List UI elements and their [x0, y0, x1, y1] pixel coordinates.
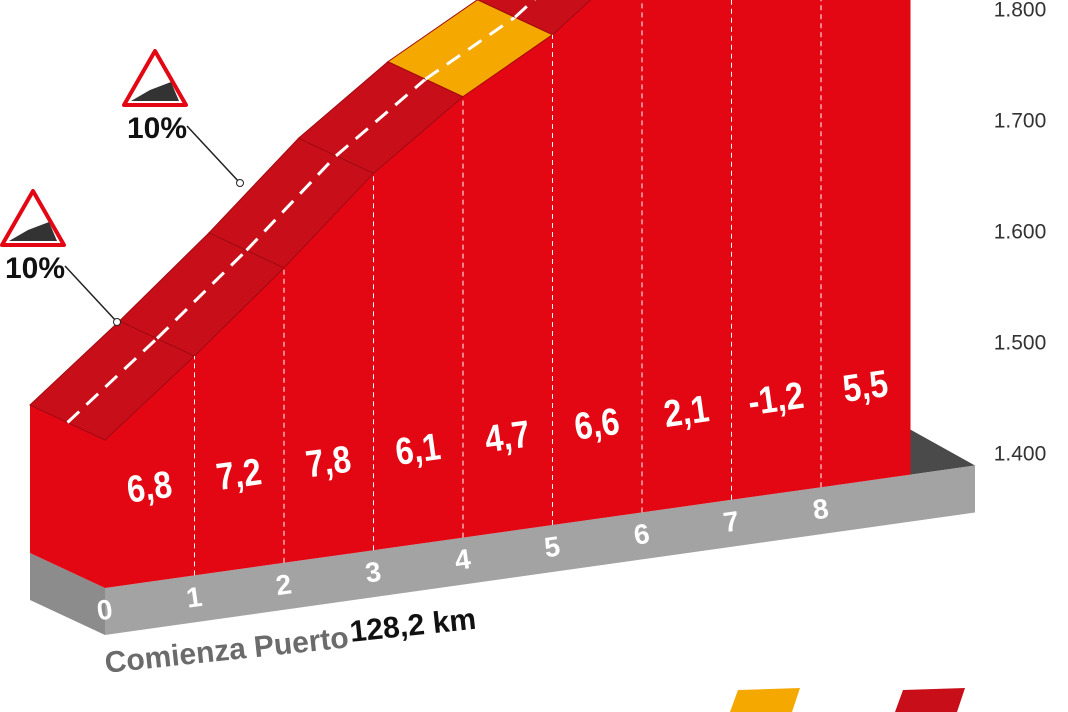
profile: 6,8 7,2 7,8 6,1 4,7 6,6 2,1 -1,2 5,5 0 1 2 3 4 5 6 7 8 1.4…: [0, 0, 1047, 635]
segment-face: [463, 34, 553, 538]
y-tick-label: 1.700: [994, 110, 1047, 133]
start-km: 128,2 km: [348, 603, 478, 649]
gradient-label: -1,2: [745, 374, 806, 423]
gradient-label: 6,6: [572, 400, 622, 448]
km-label: 2: [274, 568, 294, 601]
y-tick-label: 1.400: [994, 443, 1047, 466]
segment-face: [194, 267, 284, 576]
legend-swatch: [730, 688, 800, 712]
km-label: 3: [363, 556, 383, 589]
y-tick-label: 1.600: [994, 221, 1047, 244]
km-label: 5: [542, 530, 562, 563]
gradient-label: 6,1: [393, 426, 443, 474]
leader-dot: [113, 318, 121, 326]
km-label: 7: [721, 505, 741, 538]
gradient-label: 7,8: [303, 438, 353, 486]
segment-face: [642, 0, 732, 513]
leader-line: [64, 265, 118, 323]
warning-label: 10%: [5, 252, 65, 285]
segment-top: [476, 0, 592, 36]
gradient-label: 6,8: [124, 463, 174, 511]
km-label: 0: [95, 593, 115, 626]
km-label: 8: [811, 493, 831, 526]
gradient-label: 4,7: [482, 413, 532, 461]
base-top: [910, 429, 975, 475]
km-label: 6: [632, 518, 652, 551]
segment-face: [821, 0, 911, 488]
center-dash: [155, 249, 248, 340]
start-label: Comienza Puerto: [103, 621, 350, 679]
legend-swatch: [895, 688, 965, 712]
segment-face: [552, 0, 642, 525]
gradient-label: 5,5: [840, 363, 890, 411]
km-label: 4: [453, 543, 473, 576]
leader-line: [186, 125, 241, 184]
km-label: 1: [184, 581, 204, 614]
base-side: [30, 553, 105, 635]
segment-face: [284, 173, 374, 563]
profile-side: [30, 405, 105, 588]
y-tick-label: 1.500: [994, 332, 1047, 355]
segment-face: [731, 0, 821, 500]
leader-dot: [236, 179, 244, 187]
segment-face: [105, 356, 195, 588]
warning-slope: [131, 82, 179, 101]
warning-label: 10%: [127, 112, 187, 145]
center-dash: [66, 337, 159, 424]
center-dash: [424, 15, 516, 81]
center-dash: [245, 154, 338, 252]
center-dash: [335, 78, 427, 157]
warning-slope: [9, 222, 57, 241]
gradient-label: 2,1: [661, 388, 711, 436]
gradient-label: 7,2: [214, 451, 264, 499]
segment-face: [373, 96, 463, 551]
y-tick-label: 1.800: [994, 0, 1047, 22]
base-front: [105, 465, 975, 635]
